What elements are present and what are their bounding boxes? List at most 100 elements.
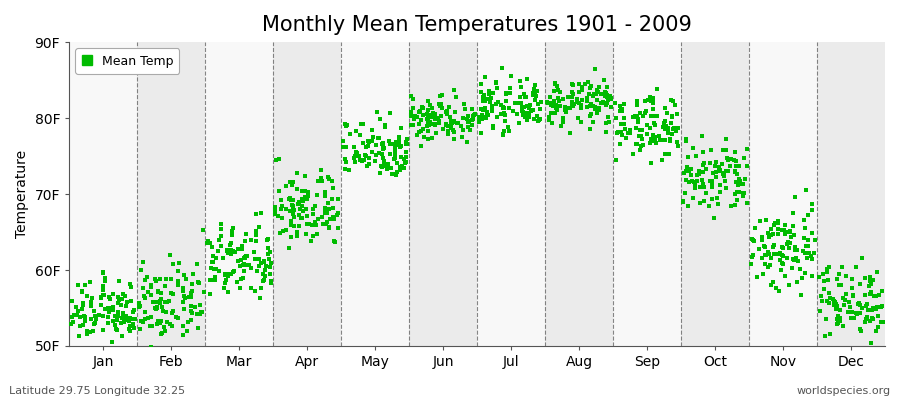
Point [220,273,235,280]
Point [475,96,490,102]
Point [631,116,645,122]
Point [740,163,754,170]
Point [278,182,293,189]
Point [601,114,616,120]
Point [371,134,385,141]
Point [662,136,677,142]
Point [630,102,644,108]
Point [708,168,723,175]
Point [404,109,419,115]
Point [528,97,543,103]
Point [326,205,340,211]
Point [326,184,340,191]
Point [138,309,152,316]
Point [583,125,598,132]
Point [596,98,610,105]
Point [865,307,879,314]
Point [599,128,614,135]
Point [775,227,789,234]
Point [435,92,449,98]
Point [439,108,454,114]
Point [364,138,379,144]
Point [378,124,392,131]
Point [176,288,190,294]
Point [763,226,778,232]
Point [256,259,271,265]
Point [729,171,743,177]
Point [314,214,328,221]
Point [600,97,615,104]
Point [514,84,528,90]
Point [548,110,562,116]
Point [520,116,535,122]
Point [316,221,330,228]
Point [428,122,442,128]
Point [428,115,442,121]
Point [219,277,233,284]
Point [678,190,692,196]
Point [354,120,368,127]
Point [838,296,852,303]
Point [205,259,220,265]
Point [264,280,278,286]
Point [286,223,301,229]
Point [206,277,220,284]
Point [263,264,277,271]
Point [284,197,299,204]
Point [252,256,266,263]
Point [530,113,544,119]
Point [496,105,510,111]
Point [598,89,613,95]
Point [252,224,266,230]
Point [485,106,500,112]
Point [871,313,886,319]
Point [77,282,92,288]
Point [762,232,777,238]
Point [176,299,190,306]
Point [104,296,118,302]
Point [382,141,397,148]
Point [369,142,383,148]
Point [115,333,130,339]
Point [531,100,545,107]
Point [432,101,446,108]
Point [496,132,510,139]
Point [782,229,796,235]
Point [580,104,594,110]
Point [250,267,265,274]
Point [162,251,176,258]
Point [206,253,220,259]
Point [178,276,193,282]
Point [852,326,867,332]
Point [656,124,670,131]
Point [399,154,413,160]
Point [114,296,129,302]
Point [389,172,403,178]
Point [204,244,219,250]
Point [191,348,205,354]
Point [234,257,248,263]
Point [612,103,626,110]
Point [419,122,434,129]
Point [186,271,201,277]
Point [476,98,491,104]
Point [580,97,594,103]
Point [729,158,743,164]
Point [495,65,509,71]
Point [122,315,137,321]
Point [272,188,286,194]
Point [299,231,313,237]
Point [508,100,522,106]
Point [442,113,456,120]
Point [480,96,494,102]
Point [688,182,702,188]
Point [528,81,543,88]
Point [143,282,157,288]
Bar [817,42,885,346]
Point [362,138,376,145]
Point [825,296,840,302]
Legend: Mean Temp: Mean Temp [76,48,179,74]
Point [323,216,338,222]
Point [846,292,860,298]
Point [223,242,238,248]
